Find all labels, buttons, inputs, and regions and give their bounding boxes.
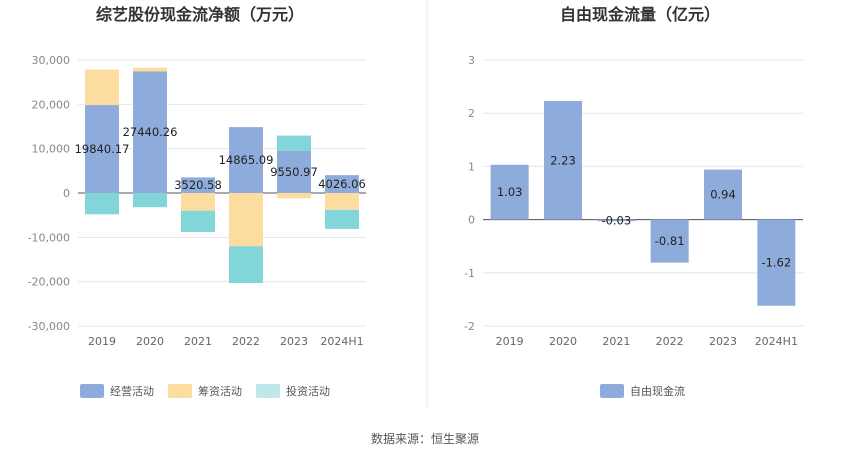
data-label: -0.81	[655, 234, 685, 248]
bar-自由现金流-2024H1[interactable]	[757, 219, 796, 306]
data-label: 27440.26	[123, 125, 178, 139]
left-bars	[85, 67, 359, 283]
legend-label: 经营活动	[110, 384, 154, 398]
source-note: 数据来源：恒生聚源	[371, 431, 479, 446]
data-label: -1.62	[761, 256, 791, 270]
bar-筹资活动-2020[interactable]	[133, 67, 167, 72]
y-tick-label: 30,000	[32, 54, 71, 67]
right-chart-fcf: 自由现金流量（亿元） -2 -1 0 1 2 3 1.03 2.23 -0.03 -0.81 0.…	[464, 5, 803, 398]
y-tick-label: 1	[468, 160, 475, 173]
bar-经营活动-2022[interactable]	[229, 127, 263, 193]
data-label: 2.23	[550, 153, 576, 167]
data-label: 14865.09	[219, 153, 274, 167]
left-legend: 经营活动 筹资活动 投资活动	[80, 384, 330, 398]
legend-item-自由现金流[interactable]: 自由现金流	[600, 384, 685, 398]
bar-筹资活动-2019[interactable]	[85, 69, 119, 106]
y-tick-label: 10,000	[32, 143, 71, 156]
bar-经营活动-2024H1[interactable]	[325, 175, 359, 193]
bar-筹资活动-2024H1[interactable]	[325, 193, 359, 210]
data-label: 9550.97	[270, 165, 318, 179]
bar-自由现金流-2022[interactable]	[650, 219, 689, 263]
legend-label: 筹资活动	[198, 384, 242, 398]
y-tick-label: 2	[468, 107, 475, 120]
bar-投资活动-2020[interactable]	[133, 193, 167, 208]
bar-投资活动-2022[interactable]	[229, 246, 263, 283]
bar-自由现金流-2023[interactable]	[704, 169, 742, 220]
legend-swatch	[256, 384, 280, 398]
left-x-axis: 2019 2020 2021 2022 2023 2024H1	[88, 335, 364, 348]
y-tick-label: 3	[468, 54, 475, 67]
bar-筹资活动-2023[interactable]	[277, 193, 311, 199]
bar-经营活动-2020[interactable]	[133, 71, 167, 193]
bar-投资活动-2021[interactable]	[181, 210, 215, 233]
data-label: 3520.58	[174, 178, 222, 192]
y-tick-label: -1	[464, 267, 475, 280]
bar-自由现金流-2019[interactable]	[490, 164, 529, 220]
left-data-labels: 19840.17 27440.26 3520.58 14865.099550.9740…	[75, 125, 366, 192]
bar-投资活动-2024H1[interactable]	[325, 209, 359, 229]
left-y-axis: -30,000 -20,000 -10,000 0 10,000 20,000 30,000	[28, 54, 70, 333]
x-tick-label: 2021	[184, 335, 212, 348]
bar-经营活动-2019[interactable]	[85, 105, 119, 193]
bar-投资活动-2023[interactable]	[277, 135, 311, 151]
bar-自由现金流-2021[interactable]	[597, 219, 636, 222]
legend-swatch	[168, 384, 192, 398]
x-tick-label: 2023	[709, 335, 737, 348]
y-tick-label: 20,000	[32, 98, 71, 111]
right-chart-title: 自由现金流量（亿元）	[560, 5, 720, 24]
y-tick-label: -30,000	[28, 320, 70, 333]
y-tick-label: -20,000	[28, 276, 70, 289]
right-bars	[490, 100, 796, 306]
bar-自由现金流-2020[interactable]	[544, 100, 582, 220]
data-label: 4026.06	[318, 177, 366, 191]
x-tick-label: 2023	[280, 335, 308, 348]
right-y-axis: -2 -1 0 1 2 3	[464, 54, 475, 333]
right-data-labels: 1.03 2.23 -0.03 -0.81 0.94 -1.62	[497, 153, 791, 269]
right-grid	[483, 59, 803, 327]
bar-经营活动-2021[interactable]	[181, 177, 215, 193]
legend-item-经营活动[interactable]: 经营活动	[80, 384, 154, 398]
data-label: 19840.17	[75, 142, 130, 156]
y-tick-label: -10,000	[28, 231, 70, 244]
legend-swatch	[600, 384, 624, 398]
x-tick-label: 2020	[136, 335, 164, 348]
data-label: -0.03	[601, 213, 631, 227]
bar-筹资活动-2022[interactable]	[229, 193, 263, 247]
x-tick-label: 2021	[602, 335, 630, 348]
right-legend: 自由现金流	[600, 384, 685, 398]
left-chart-title: 综艺股份现金流净额（万元）	[96, 5, 304, 24]
y-tick-label: 0	[63, 187, 70, 200]
legend-item-筹资活动[interactable]: 筹资活动	[168, 384, 242, 398]
x-tick-label: 2019	[496, 335, 524, 348]
legend-swatch	[80, 384, 104, 398]
data-label: 0.94	[710, 188, 736, 202]
x-tick-label: 2022	[232, 335, 260, 348]
x-tick-label: 2019	[88, 335, 116, 348]
bar-经营活动-2023[interactable]	[277, 150, 311, 193]
left-chart-cashflow: 综艺股份现金流净额（万元） -30,000 -20,000 -10,000 0 10,0…	[28, 5, 366, 398]
x-tick-label: 2022	[656, 335, 684, 348]
x-tick-label: 2024H1	[320, 335, 363, 348]
left-grid	[78, 59, 366, 327]
y-tick-label: -2	[464, 320, 475, 333]
data-label: 1.03	[497, 185, 523, 199]
right-x-axis: 2019 2020 2021 2022 2023 2024H1	[496, 335, 798, 348]
bar-投资活动-2019[interactable]	[85, 193, 119, 215]
legend-item-投资活动[interactable]: 投资活动	[256, 384, 330, 398]
bar-筹资活动-2021[interactable]	[181, 193, 215, 211]
legend-label: 自由现金流	[630, 384, 685, 398]
x-tick-label: 2024H1	[755, 335, 798, 348]
legend-label: 投资活动	[286, 384, 330, 398]
x-tick-label: 2020	[549, 335, 577, 348]
y-tick-label: 0	[468, 214, 475, 227]
